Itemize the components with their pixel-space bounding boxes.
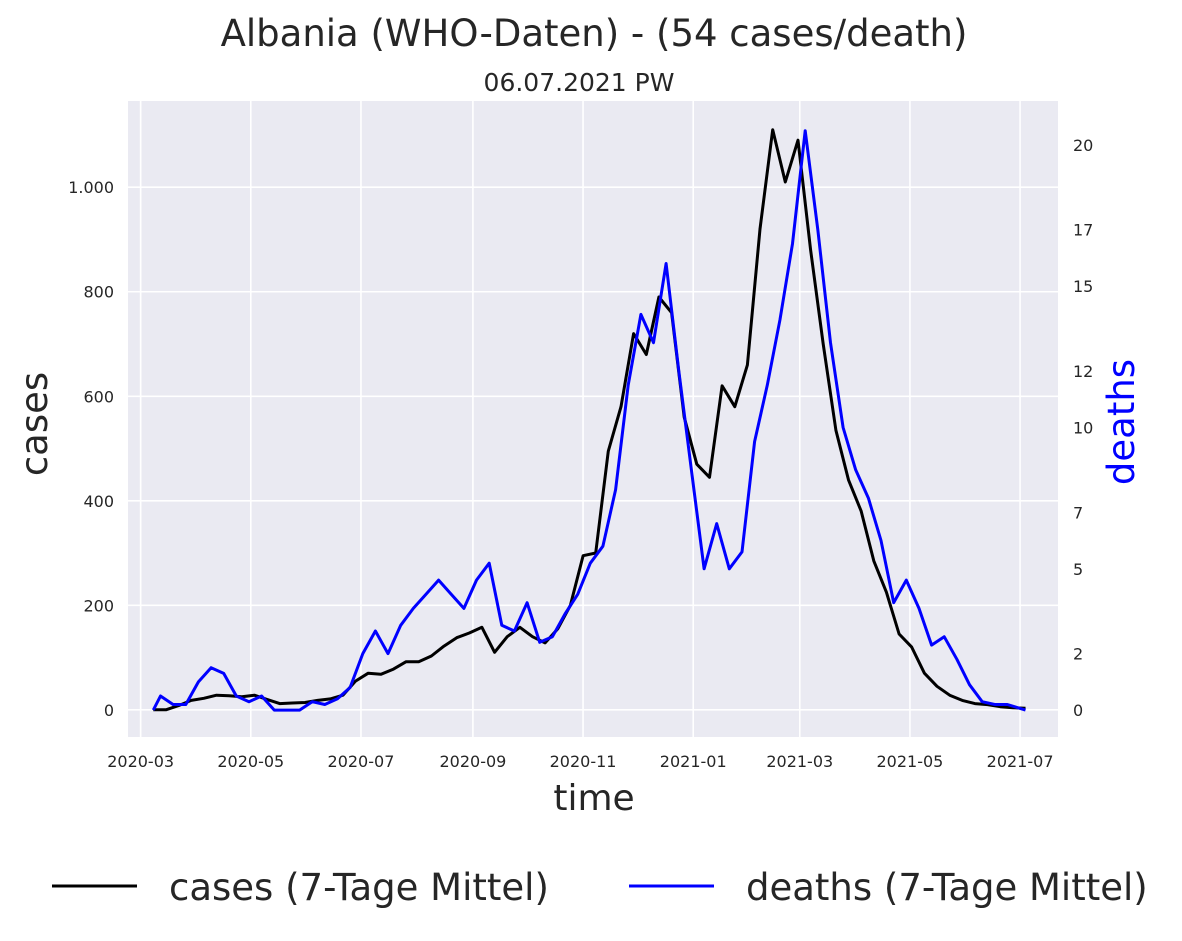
x-tick-label: 2020-11 [550,752,617,771]
y-left-tick-label: 0 [104,701,114,720]
y-left-tick-label: 800 [83,283,114,302]
x-tick-label: 2021-03 [766,752,833,771]
y-right-tick-label: 17 [1073,221,1093,240]
y-right-tick-label: 10 [1073,418,1093,437]
y-right-tick-label: 20 [1073,136,1093,155]
y-right-tick-label: 7 [1073,503,1083,522]
x-tick-label: 2020-09 [439,752,506,771]
series-line-deaths [151,129,1026,712]
series-line-cases [153,128,1026,712]
x-tick-label: 2020-05 [217,752,284,771]
y-left-tick-label: 600 [83,387,114,406]
y-right-tick-label: 2 [1073,645,1083,664]
legend-item-deaths: deaths (7-Tage Mittel) [629,866,1148,909]
y-left-tick-label: 400 [83,492,114,511]
x-tick-label: 2021-05 [876,752,943,771]
legend-label-deaths: deaths (7-Tage Mittel) [746,866,1148,909]
y-left-tick-label: 200 [83,596,114,615]
y-right-tick-label: 15 [1073,277,1093,296]
legend-item-cases: cases (7-Tage Mittel) [52,866,549,909]
legend-label-cases: cases (7-Tage Mittel) [169,866,549,909]
x-tick-label: 2021-01 [660,752,727,771]
y-axis-left-label: cases [13,372,56,476]
grid [128,101,1058,737]
chart-subtitle: 06.07.2021 PW [484,68,675,97]
y-right-tick-label: 0 [1073,701,1083,720]
series-layer [151,128,1026,712]
y-axis-right-label: deaths [1100,359,1143,485]
y-right-tick-label: 5 [1073,560,1083,579]
x-tick-label: 2021-07 [987,752,1054,771]
y-left-tick-label: 1.000 [68,178,114,197]
x-axis: 2020-03 2020-05 2020-07 2020-09 2020-11 2021-… [107,752,1053,771]
x-tick-label: 2020-07 [328,752,395,771]
y-right-tick-label: 12 [1073,362,1093,381]
chart-title: Albania (WHO-Daten) - (54 cases/death) [221,12,968,55]
y-axis-right: 0 2 5 7 10 12 15 17 20 [1073,136,1093,720]
plot-area [128,101,1058,737]
x-axis-label: time [553,778,634,819]
x-tick-label: 2020-03 [107,752,174,771]
y-axis-left: 0 200 400 600 800 1.000 [68,178,114,720]
legend: cases (7-Tage Mittel) deaths (7-Tage Mit… [52,866,1148,909]
